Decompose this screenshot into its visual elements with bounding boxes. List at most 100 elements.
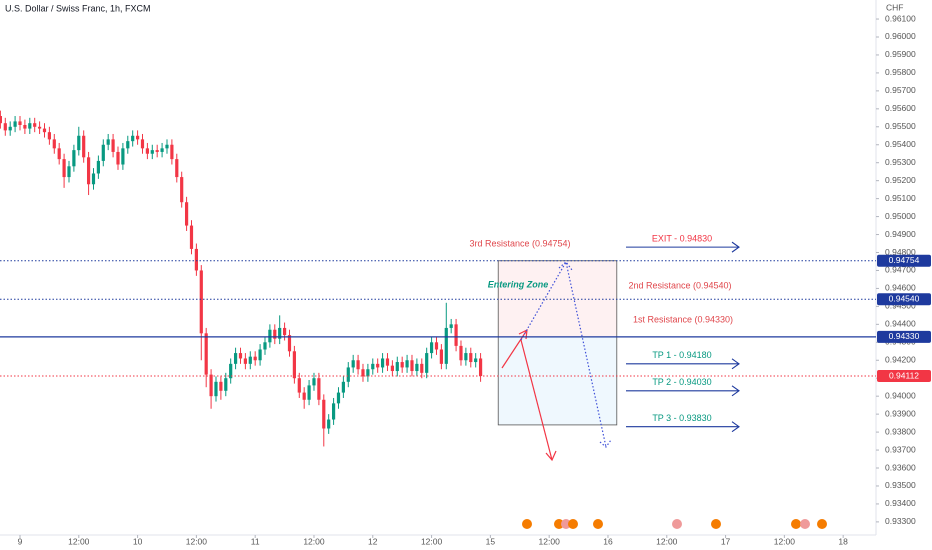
candle-body bbox=[184, 202, 189, 226]
candle-body bbox=[248, 356, 252, 364]
x-tick-label: 12:00 bbox=[656, 536, 678, 546]
candle-body bbox=[229, 363, 233, 379]
arrow-head bbox=[558, 261, 612, 448]
candle-body bbox=[101, 144, 105, 161]
x-tick-label: 11 bbox=[251, 536, 260, 546]
target-arrow-head bbox=[731, 421, 740, 433]
target-label: TP 3 - 0.93830 bbox=[652, 413, 711, 423]
candle-body bbox=[214, 381, 218, 397]
target-arrow-head bbox=[731, 241, 740, 253]
price-tag-label: 0.94754 bbox=[889, 255, 920, 265]
candle-body bbox=[238, 353, 243, 359]
x-tick-label: 12 bbox=[368, 536, 378, 546]
candle-body bbox=[37, 126, 42, 129]
candle-body bbox=[469, 353, 473, 363]
candle-body bbox=[322, 399, 326, 429]
candle-body bbox=[429, 342, 434, 354]
under-layer bbox=[497, 260, 618, 426]
arrow-head bbox=[545, 450, 557, 462]
candle-body bbox=[209, 374, 213, 397]
candle-body bbox=[67, 166, 71, 178]
candle-body bbox=[150, 150, 154, 154]
candle-body bbox=[72, 150, 76, 167]
y-tick-label: 0.95100 bbox=[885, 193, 916, 203]
y-tick-label: 0.96100 bbox=[885, 13, 916, 23]
candle-body bbox=[13, 121, 17, 127]
candle-body bbox=[474, 358, 478, 363]
price-tag-label: 0.94540 bbox=[889, 293, 920, 303]
candle-body bbox=[189, 225, 194, 249]
y-tick-label: 0.93800 bbox=[885, 426, 916, 436]
y-tick-label: 0.95800 bbox=[885, 67, 916, 77]
candle-body bbox=[317, 378, 321, 400]
y-tick-label: 0.94500 bbox=[885, 301, 916, 311]
y-tick-label: 0.93500 bbox=[885, 480, 916, 490]
candle-body bbox=[385, 358, 390, 366]
annotation: 3rd Resistance (0.94754) bbox=[469, 238, 570, 248]
chart-title: U.S. Dollar / Swiss Franc, 1h, FXCM bbox=[5, 3, 151, 13]
candle-body bbox=[233, 353, 238, 364]
y-tick-label: 0.93400 bbox=[885, 498, 916, 508]
candle-body bbox=[341, 381, 345, 393]
candle-body bbox=[155, 150, 159, 152]
candle-body bbox=[111, 139, 115, 152]
candle-body bbox=[327, 419, 331, 429]
candle-body bbox=[170, 144, 174, 160]
candle-body bbox=[160, 148, 164, 152]
candle-body bbox=[434, 342, 439, 350]
candle-body bbox=[82, 135, 86, 158]
candle-body bbox=[33, 123, 37, 127]
candle-body bbox=[116, 151, 120, 165]
candle-body bbox=[180, 177, 184, 203]
candle-body bbox=[351, 360, 355, 368]
annotation: Entering Zone bbox=[488, 279, 549, 289]
candle-body bbox=[106, 139, 110, 145]
price-tag bbox=[877, 330, 931, 343]
y-tick-label: 0.93900 bbox=[885, 408, 916, 418]
candle-body bbox=[18, 121, 22, 125]
candle-body bbox=[454, 324, 458, 346]
y-tick-label: 0.94200 bbox=[885, 355, 916, 365]
candle-body bbox=[42, 128, 47, 133]
y-tick-label: 0.93700 bbox=[885, 444, 916, 454]
x-tick-label: 15 bbox=[486, 536, 496, 546]
candle-body bbox=[278, 327, 282, 339]
candle-body bbox=[371, 363, 375, 370]
candle-body bbox=[307, 385, 311, 400]
candle-body bbox=[356, 360, 360, 370]
y-tick-label: 0.95000 bbox=[885, 211, 916, 221]
event-icon bbox=[522, 519, 532, 529]
candle-body bbox=[0, 116, 2, 124]
candle-body bbox=[420, 363, 424, 373]
y-tick-label: 0.96000 bbox=[885, 31, 916, 41]
x-tick-label: 16 bbox=[603, 536, 613, 546]
price-tag bbox=[877, 254, 931, 267]
x-tick-label: 12:00 bbox=[186, 536, 208, 546]
candle-body bbox=[145, 148, 149, 154]
target-label: TP 1 - 0.94180 bbox=[652, 350, 711, 360]
candle-body bbox=[3, 123, 7, 131]
x-tick-label: 12:00 bbox=[303, 536, 325, 546]
candle-body bbox=[390, 365, 394, 372]
candle-body bbox=[140, 139, 145, 149]
event-icons bbox=[522, 519, 827, 529]
candle-body bbox=[62, 159, 66, 178]
y-tick-label: 0.95400 bbox=[885, 139, 916, 149]
price-tag-label: 0.94330 bbox=[889, 331, 920, 341]
candle-body bbox=[23, 124, 27, 129]
annotation: 2nd Resistance (0.94540) bbox=[628, 280, 731, 290]
candle-body bbox=[444, 327, 448, 364]
candle-body bbox=[346, 367, 350, 382]
target-arrow-head bbox=[731, 358, 740, 370]
candle-body bbox=[336, 392, 341, 404]
candle-body bbox=[331, 403, 336, 420]
candle-body bbox=[287, 335, 292, 352]
candle-body bbox=[258, 349, 262, 361]
candle-body bbox=[302, 392, 306, 400]
candle-body bbox=[478, 358, 483, 377]
candle-body bbox=[439, 349, 443, 364]
event-icon bbox=[554, 519, 564, 529]
candle-body bbox=[28, 123, 32, 129]
candle-body bbox=[253, 356, 257, 361]
